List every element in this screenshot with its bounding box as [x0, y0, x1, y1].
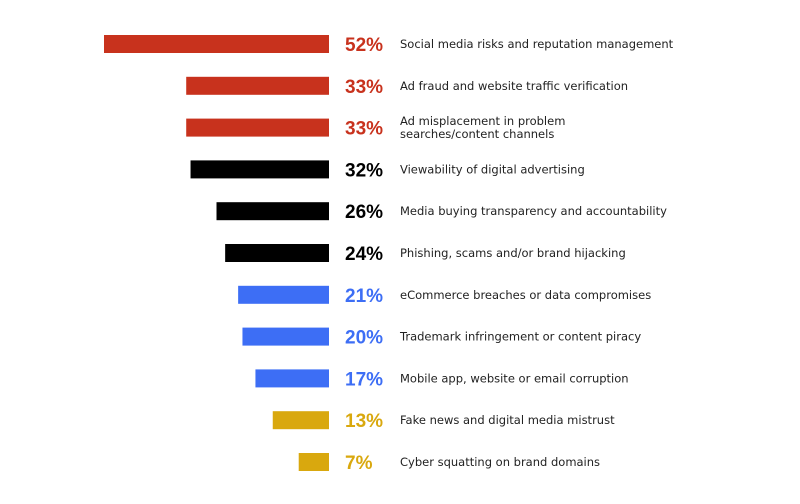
bar	[298, 453, 329, 471]
value-label: 26%	[345, 202, 383, 223]
category-label: Mobile app, website or email corruption	[400, 371, 629, 385]
category-label: Media buying transparency and accountabi…	[400, 204, 667, 218]
value-label: 32%	[345, 160, 383, 181]
value-label: 17%	[345, 369, 383, 390]
value-label: 33%	[345, 119, 383, 140]
bar	[242, 327, 329, 346]
bar	[104, 35, 329, 53]
value-label: 21%	[345, 286, 383, 307]
value-label: 13%	[345, 411, 383, 432]
category-label: Ad fraud and website traffic verificatio…	[400, 79, 628, 93]
category-label: Viewability of digital advertising	[400, 162, 585, 176]
bar	[186, 118, 329, 137]
bar	[190, 160, 329, 179]
value-label: 24%	[345, 244, 383, 265]
category-label: Social media risks and reputation manage…	[400, 37, 674, 51]
bar	[216, 202, 329, 221]
category-label: eCommerce breaches or data compromises	[400, 288, 651, 302]
category-label: Trademark infringement or content piracy	[399, 330, 641, 344]
bar	[272, 411, 329, 430]
category-label: Phishing, scams and/or brand hijacking	[400, 246, 626, 260]
bar	[225, 244, 329, 262]
category-label: Ad misplacement in problem	[400, 114, 565, 128]
value-label: 20%	[345, 328, 383, 349]
bar	[238, 285, 329, 304]
value-label: 33%	[345, 77, 383, 98]
category-label: Cyber squatting on brand domains	[400, 455, 600, 469]
category-label: searches/content channels	[400, 127, 554, 141]
bar	[186, 76, 329, 95]
category-label: Fake news and digital media mistrust	[400, 413, 615, 427]
value-label: 7%	[345, 453, 373, 474]
bar	[255, 369, 329, 388]
value-label: 52%	[345, 35, 383, 56]
